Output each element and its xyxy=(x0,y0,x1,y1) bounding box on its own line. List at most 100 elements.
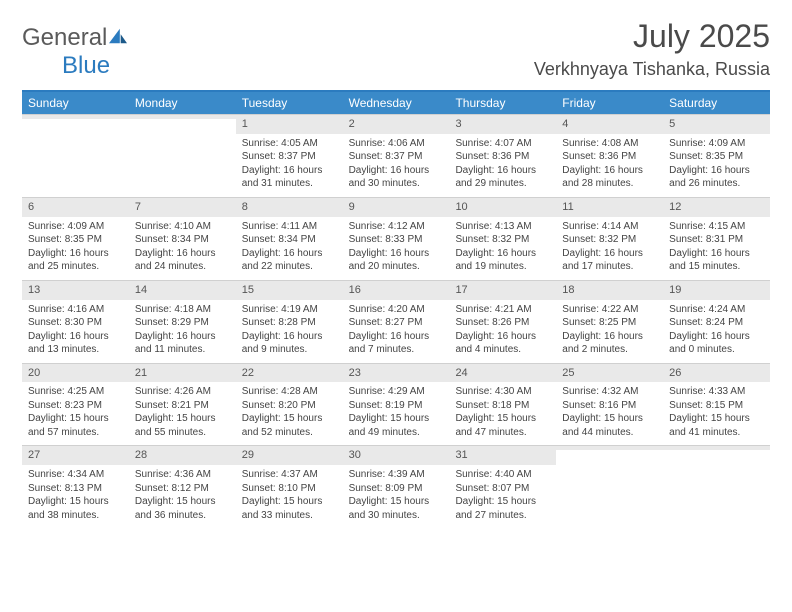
calendar-cell: 15Sunrise: 4:19 AMSunset: 8:28 PMDayligh… xyxy=(236,280,343,363)
cell-body: Sunrise: 4:21 AMSunset: 8:26 PMDaylight:… xyxy=(449,300,556,363)
day-number xyxy=(663,445,770,450)
cell-body: Sunrise: 4:09 AMSunset: 8:35 PMDaylight:… xyxy=(663,134,770,197)
cell-body: Sunrise: 4:12 AMSunset: 8:33 PMDaylight:… xyxy=(343,217,450,280)
calendar: Sunday Monday Tuesday Wednesday Thursday… xyxy=(22,90,770,528)
cell-body: Sunrise: 4:11 AMSunset: 8:34 PMDaylight:… xyxy=(236,217,343,280)
header: General Blue July 2025 Verkhnyaya Tishan… xyxy=(22,18,770,80)
calendar-week: 6Sunrise: 4:09 AMSunset: 8:35 PMDaylight… xyxy=(22,197,770,280)
day-number: 26 xyxy=(663,363,770,383)
calendar-cell: 8Sunrise: 4:11 AMSunset: 8:34 PMDaylight… xyxy=(236,197,343,280)
sunrise-line: Sunrise: 4:28 AM xyxy=(242,385,337,399)
daylight-line: Daylight: 16 hours and 30 minutes. xyxy=(349,164,444,191)
day-number: 18 xyxy=(556,280,663,300)
day-header-label: Monday xyxy=(129,92,236,114)
day-number: 29 xyxy=(236,445,343,465)
sunrise-line: Sunrise: 4:09 AM xyxy=(28,220,123,234)
sunset-line: Sunset: 8:34 PM xyxy=(135,233,230,247)
day-number: 28 xyxy=(129,445,236,465)
cell-body: Sunrise: 4:05 AMSunset: 8:37 PMDaylight:… xyxy=(236,134,343,197)
daylight-line: Daylight: 16 hours and 24 minutes. xyxy=(135,247,230,274)
calendar-cell: 28Sunrise: 4:36 AMSunset: 8:12 PMDayligh… xyxy=(129,445,236,528)
sunrise-line: Sunrise: 4:29 AM xyxy=(349,385,444,399)
cell-body: Sunrise: 4:33 AMSunset: 8:15 PMDaylight:… xyxy=(663,382,770,445)
cell-body: Sunrise: 4:06 AMSunset: 8:37 PMDaylight:… xyxy=(343,134,450,197)
sunrise-line: Sunrise: 4:08 AM xyxy=(562,137,657,151)
day-number: 6 xyxy=(22,197,129,217)
cell-body: Sunrise: 4:32 AMSunset: 8:16 PMDaylight:… xyxy=(556,382,663,445)
day-number: 25 xyxy=(556,363,663,383)
brand-logo: General Blue xyxy=(22,24,129,80)
sunrise-line: Sunrise: 4:12 AM xyxy=(349,220,444,234)
calendar-cell: 3Sunrise: 4:07 AMSunset: 8:36 PMDaylight… xyxy=(449,114,556,197)
cell-body: Sunrise: 4:25 AMSunset: 8:23 PMDaylight:… xyxy=(22,382,129,445)
brand-word-a: General xyxy=(22,24,107,51)
daylight-line: Daylight: 15 hours and 57 minutes. xyxy=(28,412,123,439)
sunset-line: Sunset: 8:37 PM xyxy=(349,150,444,164)
day-number: 27 xyxy=(22,445,129,465)
sunset-line: Sunset: 8:19 PM xyxy=(349,399,444,413)
cell-body: Sunrise: 4:24 AMSunset: 8:24 PMDaylight:… xyxy=(663,300,770,363)
cell-body: Sunrise: 4:16 AMSunset: 8:30 PMDaylight:… xyxy=(22,300,129,363)
day-number: 7 xyxy=(129,197,236,217)
sunrise-line: Sunrise: 4:32 AM xyxy=(562,385,657,399)
sunset-line: Sunset: 8:13 PM xyxy=(28,482,123,496)
sail-icon xyxy=(107,27,129,45)
daylight-line: Daylight: 15 hours and 55 minutes. xyxy=(135,412,230,439)
cell-body: Sunrise: 4:37 AMSunset: 8:10 PMDaylight:… xyxy=(236,465,343,528)
day-number: 9 xyxy=(343,197,450,217)
cell-body: Sunrise: 4:14 AMSunset: 8:32 PMDaylight:… xyxy=(556,217,663,280)
daylight-line: Daylight: 15 hours and 38 minutes. xyxy=(28,495,123,522)
cell-body: Sunrise: 4:40 AMSunset: 8:07 PMDaylight:… xyxy=(449,465,556,528)
daylight-line: Daylight: 16 hours and 9 minutes. xyxy=(242,330,337,357)
cell-body: Sunrise: 4:34 AMSunset: 8:13 PMDaylight:… xyxy=(22,465,129,528)
sunrise-line: Sunrise: 4:36 AM xyxy=(135,468,230,482)
calendar-cell: 19Sunrise: 4:24 AMSunset: 8:24 PMDayligh… xyxy=(663,280,770,363)
calendar-cell: 27Sunrise: 4:34 AMSunset: 8:13 PMDayligh… xyxy=(22,445,129,528)
day-number: 5 xyxy=(663,114,770,134)
daylight-line: Daylight: 16 hours and 11 minutes. xyxy=(135,330,230,357)
calendar-cell: 30Sunrise: 4:39 AMSunset: 8:09 PMDayligh… xyxy=(343,445,450,528)
day-number xyxy=(22,114,129,119)
cell-body: Sunrise: 4:13 AMSunset: 8:32 PMDaylight:… xyxy=(449,217,556,280)
day-number: 10 xyxy=(449,197,556,217)
calendar-cell: 11Sunrise: 4:14 AMSunset: 8:32 PMDayligh… xyxy=(556,197,663,280)
sunset-line: Sunset: 8:37 PM xyxy=(242,150,337,164)
sunrise-line: Sunrise: 4:34 AM xyxy=(28,468,123,482)
calendar-cell: 21Sunrise: 4:26 AMSunset: 8:21 PMDayligh… xyxy=(129,363,236,446)
daylight-line: Daylight: 16 hours and 25 minutes. xyxy=(28,247,123,274)
sunrise-line: Sunrise: 4:26 AM xyxy=(135,385,230,399)
daylight-line: Daylight: 16 hours and 29 minutes. xyxy=(455,164,550,191)
calendar-week: 27Sunrise: 4:34 AMSunset: 8:13 PMDayligh… xyxy=(22,445,770,528)
sunrise-line: Sunrise: 4:20 AM xyxy=(349,303,444,317)
calendar-cell: 9Sunrise: 4:12 AMSunset: 8:33 PMDaylight… xyxy=(343,197,450,280)
day-header-label: Wednesday xyxy=(343,92,450,114)
cell-body: Sunrise: 4:36 AMSunset: 8:12 PMDaylight:… xyxy=(129,465,236,528)
cell-body: Sunrise: 4:18 AMSunset: 8:29 PMDaylight:… xyxy=(129,300,236,363)
sunrise-line: Sunrise: 4:10 AM xyxy=(135,220,230,234)
calendar-cell: 25Sunrise: 4:32 AMSunset: 8:16 PMDayligh… xyxy=(556,363,663,446)
daylight-line: Daylight: 16 hours and 7 minutes. xyxy=(349,330,444,357)
title-block: July 2025 Verkhnyaya Tishanka, Russia xyxy=(534,18,770,80)
sunrise-line: Sunrise: 4:15 AM xyxy=(669,220,764,234)
day-header-label: Friday xyxy=(556,92,663,114)
sunset-line: Sunset: 8:34 PM xyxy=(242,233,337,247)
day-number: 20 xyxy=(22,363,129,383)
day-number: 17 xyxy=(449,280,556,300)
sunrise-line: Sunrise: 4:07 AM xyxy=(455,137,550,151)
calendar-cell xyxy=(129,114,236,197)
daylight-line: Daylight: 15 hours and 36 minutes. xyxy=(135,495,230,522)
sunset-line: Sunset: 8:30 PM xyxy=(28,316,123,330)
sunset-line: Sunset: 8:12 PM xyxy=(135,482,230,496)
sunrise-line: Sunrise: 4:06 AM xyxy=(349,137,444,151)
calendar-cell: 26Sunrise: 4:33 AMSunset: 8:15 PMDayligh… xyxy=(663,363,770,446)
calendar-cell: 17Sunrise: 4:21 AMSunset: 8:26 PMDayligh… xyxy=(449,280,556,363)
day-number: 8 xyxy=(236,197,343,217)
day-number: 12 xyxy=(663,197,770,217)
sunrise-line: Sunrise: 4:25 AM xyxy=(28,385,123,399)
day-number: 13 xyxy=(22,280,129,300)
day-header-label: Tuesday xyxy=(236,92,343,114)
day-number: 2 xyxy=(343,114,450,134)
daylight-line: Daylight: 16 hours and 26 minutes. xyxy=(669,164,764,191)
calendar-cell: 14Sunrise: 4:18 AMSunset: 8:29 PMDayligh… xyxy=(129,280,236,363)
daylight-line: Daylight: 15 hours and 41 minutes. xyxy=(669,412,764,439)
